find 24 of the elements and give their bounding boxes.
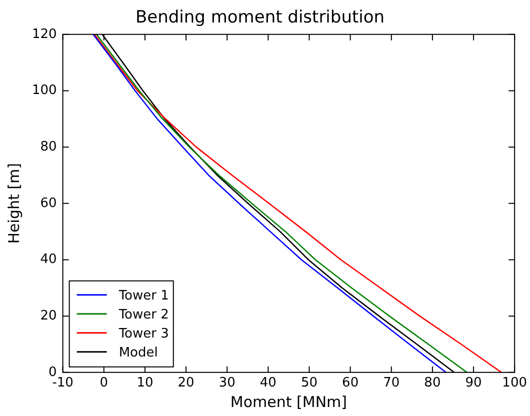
x-tick-label: 10: [136, 376, 154, 391]
chart-title: Bending moment distribution: [135, 8, 385, 28]
x-tick-label: 70: [383, 376, 400, 391]
x-tick-label: 80: [424, 376, 441, 391]
x-tick-label: 90: [465, 376, 482, 391]
x-axis-title: Moment [MNm]: [230, 392, 348, 411]
y-tick-label: 120: [32, 26, 57, 42]
y-axis-title: Height [m]: [4, 163, 23, 244]
y-tick-label: 60: [40, 196, 57, 211]
x-tick-label: 40: [260, 376, 276, 391]
y-tick-label: 80: [40, 139, 57, 154]
x-tick-label: 50: [300, 376, 318, 391]
y-tick-label: 100: [32, 83, 57, 98]
legend-label: Model: [118, 345, 158, 360]
legend-label: Tower 1: [118, 288, 169, 304]
legend-label: Tower 3: [118, 326, 169, 342]
x-tick-label: 20: [178, 376, 194, 391]
x-tick-label: 30: [218, 376, 236, 391]
x-tick-label: 100: [502, 376, 528, 391]
y-tick-label: 40: [40, 252, 57, 268]
x-tick-label: 60: [342, 376, 359, 391]
y-tick-label: 20: [40, 308, 57, 324]
x-tick-label: 0: [100, 376, 108, 391]
legend-label: Tower 2: [118, 307, 169, 322]
